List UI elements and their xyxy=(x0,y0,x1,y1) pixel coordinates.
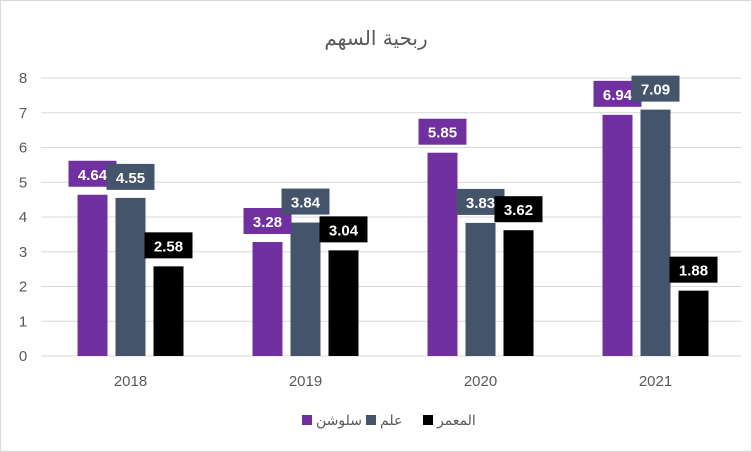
legend-swatch xyxy=(366,415,376,425)
bar xyxy=(290,222,321,356)
bar xyxy=(427,152,458,356)
data-label: 3.62 xyxy=(504,202,533,219)
bar xyxy=(640,109,671,356)
legend-swatch xyxy=(302,415,312,425)
y-tick-label: 3 xyxy=(19,244,27,261)
x-tick-label: 2020 xyxy=(464,373,497,390)
y-tick-label: 5 xyxy=(19,174,27,191)
bar xyxy=(252,242,283,356)
data-label: 6.94 xyxy=(603,87,633,104)
data-label: 2.58 xyxy=(154,238,183,255)
x-axis: 2018 2019 2020 2021 xyxy=(114,373,672,390)
bar xyxy=(328,250,359,356)
data-label: 3.28 xyxy=(253,214,282,231)
data-label-box xyxy=(319,216,368,243)
bar xyxy=(77,194,108,356)
data-label: 7.09 xyxy=(641,82,670,99)
y-tick-label: 4 xyxy=(19,209,27,226)
bar xyxy=(678,290,709,356)
data-label-box xyxy=(494,196,543,223)
bar xyxy=(503,230,534,356)
data-label-box xyxy=(281,188,330,215)
chart-title: ربحية السهم xyxy=(324,26,427,50)
data-label: 1.88 xyxy=(679,263,708,280)
legend-label: المعمر xyxy=(436,413,476,429)
data-label-box xyxy=(144,232,193,259)
data-label-box xyxy=(631,75,680,102)
legend-label: علم xyxy=(380,413,402,429)
bar xyxy=(153,266,184,356)
bars xyxy=(77,109,709,357)
data-label-box xyxy=(669,256,718,283)
data-label: 5.85 xyxy=(428,125,457,142)
gridlines xyxy=(41,77,741,357)
bar xyxy=(115,197,146,356)
y-tick-label: 2 xyxy=(19,279,27,296)
data-label: 4.64 xyxy=(78,167,108,184)
data-label-box xyxy=(106,163,155,190)
x-tick-label: 2018 xyxy=(114,373,147,390)
data-labels: 4.64 4.55 2.58 3.28 3.84 3.04 5.85 3.83 3.62 6.94… xyxy=(68,75,718,283)
y-axis: 0 1 2 3 4 5 6 7 8 xyxy=(19,70,27,365)
y-tick-label: 6 xyxy=(19,140,27,157)
legend-swatch xyxy=(423,415,433,425)
legend: سلوشن علم المعمر xyxy=(302,413,476,429)
data-label: 3.04 xyxy=(329,222,359,239)
y-tick-label: 8 xyxy=(19,70,27,87)
y-tick-label: 1 xyxy=(19,313,27,330)
y-tick-label: 7 xyxy=(19,105,27,122)
x-tick-label: 2021 xyxy=(639,373,672,390)
data-label-box xyxy=(418,118,467,145)
bar xyxy=(602,114,633,357)
x-tick-label: 2019 xyxy=(289,373,322,390)
data-label: 4.55 xyxy=(116,170,145,187)
data-label: 3.84 xyxy=(291,195,321,212)
bar xyxy=(465,222,496,356)
data-label: 3.83 xyxy=(466,195,495,212)
legend-label: سلوشن xyxy=(316,413,362,429)
y-tick-label: 0 xyxy=(19,348,27,365)
